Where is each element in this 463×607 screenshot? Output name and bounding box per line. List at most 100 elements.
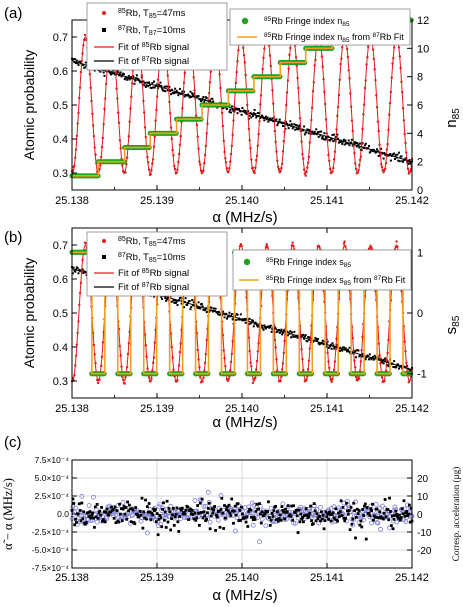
rb85-point — [172, 154, 175, 157]
rb85-point — [272, 102, 275, 105]
blue-circle-point — [282, 517, 288, 522]
legend-item-n85: 85Rb Fringe index n85 — [264, 16, 350, 28]
rb87-point — [212, 100, 215, 103]
black-square-point — [103, 520, 107, 524]
rb87-point — [234, 318, 237, 321]
black-square-point — [328, 512, 332, 516]
legend-marker-85rb — [102, 239, 106, 243]
rb85-point — [392, 46, 396, 49]
legend-marker-n85 — [241, 17, 249, 25]
black-square-point — [260, 510, 264, 514]
rb87-point — [251, 319, 254, 322]
rb87-point — [308, 129, 311, 132]
rb85-point — [302, 157, 305, 160]
rb87-point — [332, 140, 335, 143]
rb87-point — [118, 72, 121, 75]
rb85-point — [274, 346, 277, 349]
rb85-point — [166, 74, 169, 77]
y-tick-label: 0.5 — [53, 308, 68, 320]
rb85-point — [220, 111, 224, 115]
black-square-point — [290, 504, 294, 508]
rb87-point — [355, 141, 358, 144]
rb85-point — [362, 113, 365, 116]
rb85-point — [224, 161, 228, 164]
rb87-point — [143, 84, 146, 87]
black-square-point — [197, 523, 201, 527]
black-square-point — [167, 507, 171, 510]
rb85-point — [167, 87, 170, 90]
rb87-point — [245, 318, 248, 321]
black-square-point — [408, 520, 412, 524]
rb85-point — [399, 66, 402, 70]
rb87-point — [161, 298, 164, 301]
rb87-point — [197, 301, 200, 304]
rb87-point — [356, 142, 359, 145]
black-square-point — [206, 507, 210, 510]
rb87-point — [296, 336, 299, 339]
rb87-point — [370, 358, 373, 361]
panel-a-y2label: n85 — [443, 108, 462, 128]
rb85-point — [332, 166, 335, 170]
rb85-point — [250, 364, 253, 368]
rb87-point — [196, 306, 199, 309]
y-tick-label: 0.3 — [53, 168, 68, 180]
black-square-point — [288, 513, 292, 517]
rb87-point — [225, 317, 228, 320]
rb85-point — [146, 155, 149, 159]
rb87-point — [355, 145, 358, 148]
rb85-point — [242, 53, 246, 57]
rb85-point — [222, 349, 225, 352]
black-square-point — [98, 509, 102, 513]
rb87-point — [78, 268, 81, 271]
panel-b-legend-left: 85Rb, T85=47ms 87Rb, T85=10ms Fit of 85R… — [86, 231, 228, 297]
panel-a: (a) 25.138 25.139 25.140 25.141 25.142 0.3 0.4… — [4, 2, 462, 226]
rb87-point — [165, 298, 168, 301]
rb87-point — [150, 87, 153, 90]
black-square-point — [342, 516, 346, 520]
rb87-point — [398, 151, 401, 154]
blue-circle-point — [392, 504, 398, 510]
black-square-point — [393, 514, 397, 517]
black-square-point — [162, 501, 165, 505]
rb85-point — [298, 101, 301, 105]
rb87-point — [322, 138, 325, 141]
rb87-point — [254, 112, 257, 115]
rb87-point — [195, 305, 198, 308]
rb87-point — [398, 160, 401, 163]
rb87-point — [363, 144, 366, 147]
rb87-point — [344, 347, 347, 350]
black-square-point — [363, 502, 367, 506]
rb85-point — [230, 144, 234, 148]
rb87-point — [210, 306, 213, 309]
panel-c: (c) 25.138 25.139 25.140 25.141 25.142 7.5×10… — [1, 434, 461, 604]
y-tick-label: 0.5 — [53, 100, 68, 112]
rb87-point — [248, 317, 251, 320]
x-tick-label: 25.140 — [225, 403, 259, 415]
black-square-point — [359, 519, 363, 523]
rb85-point — [304, 174, 307, 177]
rb87-point — [231, 318, 234, 321]
rb85-point — [242, 46, 245, 50]
black-square-point — [277, 517, 281, 520]
rb85-point — [168, 100, 171, 104]
rb85-point — [366, 45, 370, 48]
rb87-point — [84, 271, 87, 274]
rb87-point — [151, 82, 154, 85]
rb85-point — [358, 163, 361, 167]
black-square-point — [289, 514, 293, 518]
black-square-point — [84, 522, 87, 526]
black-square-point — [240, 505, 243, 509]
rb85-point — [204, 353, 208, 356]
panel-c-y2label: Corresp. acceleration (µg) — [451, 467, 461, 561]
rb87-point — [307, 132, 310, 135]
rb85-point — [321, 65, 324, 69]
blue-circle-point — [130, 512, 136, 518]
black-square-point — [281, 508, 285, 512]
y-tick-label: 0.7 — [53, 240, 68, 252]
black-square-point — [95, 502, 99, 506]
black-square-point — [330, 513, 334, 516]
rb85-point — [389, 90, 393, 94]
rb87-point — [239, 313, 242, 316]
rb87-point — [160, 295, 163, 298]
rb85-point — [345, 47, 349, 51]
